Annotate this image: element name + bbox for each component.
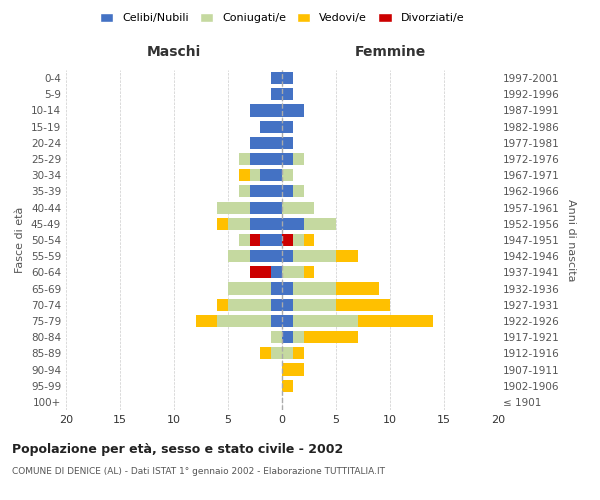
- Bar: [293, 315, 358, 327]
- Bar: [282, 153, 293, 165]
- Bar: [336, 250, 358, 262]
- Bar: [336, 282, 379, 294]
- Bar: [239, 234, 260, 246]
- Bar: [304, 234, 314, 246]
- Bar: [282, 234, 293, 246]
- Bar: [282, 169, 293, 181]
- Bar: [282, 202, 314, 213]
- Bar: [282, 72, 293, 84]
- Bar: [217, 298, 228, 311]
- Bar: [228, 282, 271, 294]
- Bar: [282, 315, 293, 327]
- Bar: [228, 298, 271, 311]
- Bar: [293, 298, 336, 311]
- Bar: [293, 250, 336, 262]
- Bar: [282, 137, 293, 149]
- Bar: [228, 218, 250, 230]
- Bar: [271, 315, 282, 327]
- Bar: [282, 120, 293, 132]
- Bar: [293, 331, 304, 343]
- Bar: [282, 282, 293, 294]
- Bar: [271, 266, 282, 278]
- Bar: [271, 298, 282, 311]
- Bar: [304, 331, 358, 343]
- Bar: [282, 104, 304, 117]
- Bar: [282, 234, 304, 246]
- Text: Femmine: Femmine: [355, 44, 425, 59]
- Bar: [271, 348, 282, 360]
- Bar: [293, 153, 304, 165]
- Bar: [293, 186, 304, 198]
- Bar: [260, 348, 271, 360]
- Text: COMUNE DI DENICE (AL) - Dati ISTAT 1° gennaio 2002 - Elaborazione TUTTITALIA.IT: COMUNE DI DENICE (AL) - Dati ISTAT 1° ge…: [12, 468, 385, 476]
- Bar: [196, 315, 217, 327]
- Text: Maschi: Maschi: [147, 44, 201, 59]
- Bar: [250, 234, 260, 246]
- Y-axis label: Fasce di età: Fasce di età: [16, 207, 25, 273]
- Bar: [282, 348, 293, 360]
- Bar: [260, 234, 282, 246]
- Y-axis label: Anni di nascita: Anni di nascita: [566, 198, 576, 281]
- Bar: [239, 186, 250, 198]
- Bar: [336, 298, 390, 311]
- Bar: [293, 282, 336, 294]
- Bar: [282, 266, 304, 278]
- Bar: [250, 218, 282, 230]
- Bar: [250, 153, 282, 165]
- Bar: [250, 266, 271, 278]
- Bar: [282, 218, 304, 230]
- Bar: [217, 315, 271, 327]
- Bar: [282, 250, 293, 262]
- Bar: [271, 88, 282, 101]
- Bar: [304, 266, 314, 278]
- Bar: [282, 364, 304, 376]
- Bar: [282, 88, 293, 101]
- Bar: [282, 380, 293, 392]
- Bar: [250, 250, 282, 262]
- Bar: [304, 218, 336, 230]
- Bar: [293, 348, 304, 360]
- Bar: [250, 137, 282, 149]
- Bar: [260, 120, 282, 132]
- Bar: [250, 104, 282, 117]
- Bar: [282, 298, 293, 311]
- Bar: [282, 331, 293, 343]
- Bar: [250, 186, 282, 198]
- Bar: [282, 186, 293, 198]
- Bar: [260, 266, 271, 278]
- Bar: [228, 250, 250, 262]
- Legend: Celibi/Nubili, Coniugati/e, Vedovi/e, Divorziati/e: Celibi/Nubili, Coniugati/e, Vedovi/e, Di…: [95, 8, 469, 28]
- Text: Popolazione per età, sesso e stato civile - 2002: Popolazione per età, sesso e stato civil…: [12, 442, 343, 456]
- Bar: [271, 282, 282, 294]
- Bar: [239, 153, 250, 165]
- Bar: [271, 331, 282, 343]
- Bar: [250, 169, 260, 181]
- Bar: [260, 169, 282, 181]
- Bar: [217, 202, 250, 213]
- Bar: [271, 72, 282, 84]
- Bar: [239, 169, 250, 181]
- Bar: [250, 202, 282, 213]
- Bar: [358, 315, 433, 327]
- Bar: [217, 218, 228, 230]
